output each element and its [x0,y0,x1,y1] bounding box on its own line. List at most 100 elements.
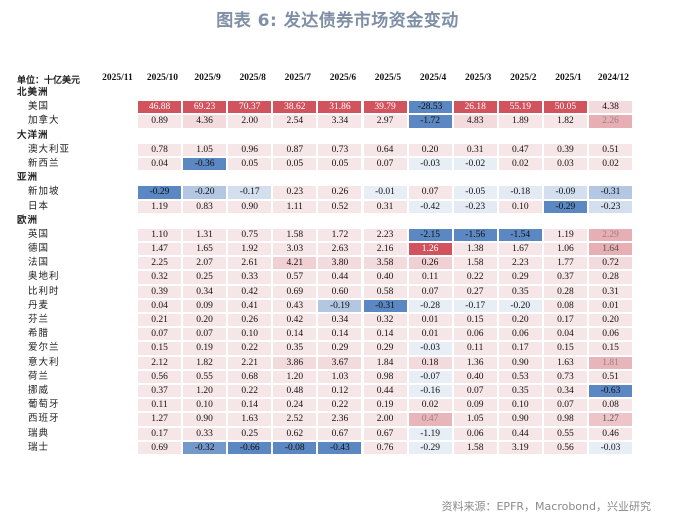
value-cell: 0.26 [228,314,272,327]
value-cell: 0.15 [589,342,632,355]
value-cell: 0.07 [408,186,452,199]
value-cell: -0.23 [453,200,497,213]
table-row: 新加坡 -0.29 -0.20 -0.17 0.23 0.26 -0.01 0.07 -0.05… [0,185,675,199]
value-cell: 2.21 [228,356,272,369]
country-label: 日本 [28,200,50,212]
value-cell: 0.20 [498,314,542,327]
value-cell: 1.82 [543,115,587,128]
value-cell: 2.00 [363,413,407,426]
value-cell: 26.18 [453,101,497,114]
value-cell: 0.34 [318,314,362,327]
column-header: 2024/12 [597,73,630,83]
country-label: 加拿大 [28,115,60,127]
value-cell: 2.26 [589,115,632,128]
value-cell: 0.41 [228,299,272,312]
value-cell: 55.19 [498,101,542,114]
value-cell: -0.03 [408,342,452,355]
value-cell: 1.89 [498,115,542,128]
value-cell: -0.29 [408,441,452,454]
value-cell: 0.05 [228,157,272,171]
value-cell: 0.14 [228,399,272,412]
value-cell: -0.43 [318,441,362,454]
table-row: 新西兰 0.04 -0.36 0.05 0.05 0.05 0.07 -0.03 -0.02 0.… [0,157,675,171]
value-cell: 2.52 [273,413,317,426]
value-cell: 0.08 [589,399,632,412]
country-label: 新西兰 [28,157,60,169]
value-cell: 2.97 [363,115,407,128]
value-cell: 0.01 [408,328,452,341]
table-row: 芬兰 0.21 0.20 0.26 0.42 0.34 0.32 0.01 0.15 0.20 0.… [0,313,675,327]
value-cell: 0.25 [228,427,272,440]
value-cell: -0.16 [408,384,452,398]
value-cell: -0.19 [318,299,362,312]
column-header: 2025/1 [555,73,582,83]
value-cell: 0.83 [183,200,227,213]
value-cell: 2.63 [318,243,362,256]
value-cell: 2.54 [273,115,317,128]
value-cell: 0.07 [453,384,497,398]
value-cell: 0.14 [273,328,317,341]
value-cell: 0.44 [498,427,542,440]
value-cell: -1.56 [453,228,497,242]
value-cell: 1.19 [543,228,587,242]
value-cell: 0.09 [183,299,227,312]
value-cell: 1.20 [183,384,227,398]
table-row: 希腊 0.07 0.07 0.10 0.14 0.14 0.14 0.01 0.06 0.06 0.… [0,327,675,341]
value-cell: 0.25 [183,271,227,284]
section-row: 亚洲 [0,171,675,185]
section-row: 欧洲 [0,214,675,228]
value-cell: 0.53 [498,370,542,383]
value-cell: 1.58 [453,441,497,454]
value-cell: 0.07 [543,399,587,412]
value-cell: 0.73 [318,143,362,156]
value-cell: 0.73 [543,370,587,383]
section-label: 大洋洲 [17,129,49,141]
table-row: 日本 1.19 0.83 0.90 1.11 0.52 0.31 -0.42 -0.23 0.10… [0,200,675,214]
country-label: 荷兰 [28,370,50,382]
value-cell: 0.34 [183,285,227,298]
value-cell: -0.03 [408,157,452,171]
table-row: 荷兰 0.56 0.55 0.68 1.20 1.03 0.98 -0.07 0.40 0.53 0… [0,370,675,384]
column-header: 2025/10 [146,73,179,83]
source-note: 资料来源：EPFR，Macrobond，兴业研究 [441,500,651,513]
country-label: 法国 [28,257,50,269]
section-row: 北美洲 [0,86,675,100]
value-cell: 4.83 [453,115,497,128]
value-cell: 0.42 [273,314,317,327]
value-cell: 0.04 [138,299,181,312]
value-cell: 1.31 [183,228,227,242]
column-header-row: 单位：十亿美元 2025/11 2025/10 2025/9 2025/8 2025/7… [0,73,675,87]
country-label: 爱尔兰 [28,342,60,354]
table-row: 瑞典 0.17 0.33 0.25 0.62 0.67 0.67 -1.19 0.06 0.44 0… [0,427,675,441]
value-cell: 1.20 [273,370,317,383]
value-cell: 0.21 [138,314,181,327]
value-cell: 1.11 [273,200,317,213]
value-cell: -0.17 [228,186,272,199]
value-cell: 1.92 [228,243,272,256]
value-cell: 0.98 [543,413,587,426]
value-cell: -0.03 [589,441,632,454]
value-cell: -0.17 [453,299,497,312]
value-cell: 0.40 [453,370,497,383]
value-cell: 0.69 [138,441,181,454]
value-cell: -0.29 [138,186,181,199]
value-cell: 1.26 [408,243,452,256]
value-cell: 0.03 [543,157,587,171]
value-cell: 0.42 [228,285,272,298]
value-cell: 0.34 [543,384,587,398]
value-cell: 3.19 [498,441,542,454]
value-cell: 3.80 [318,257,362,270]
value-cell: -0.18 [498,186,542,199]
value-cell: -0.66 [228,441,272,454]
value-cell: 1.72 [318,228,362,242]
value-cell: 0.43 [273,299,317,312]
value-cell: 1.27 [589,413,632,426]
value-cell: 0.10 [498,399,542,412]
value-cell: 2.29 [589,228,632,242]
value-cell: 0.14 [363,328,407,341]
value-cell: 0.01 [408,314,452,327]
value-cell: 0.40 [363,271,407,284]
country-label: 丹麦 [28,299,50,311]
value-cell: 0.31 [589,285,632,298]
value-cell: 0.39 [543,143,587,156]
